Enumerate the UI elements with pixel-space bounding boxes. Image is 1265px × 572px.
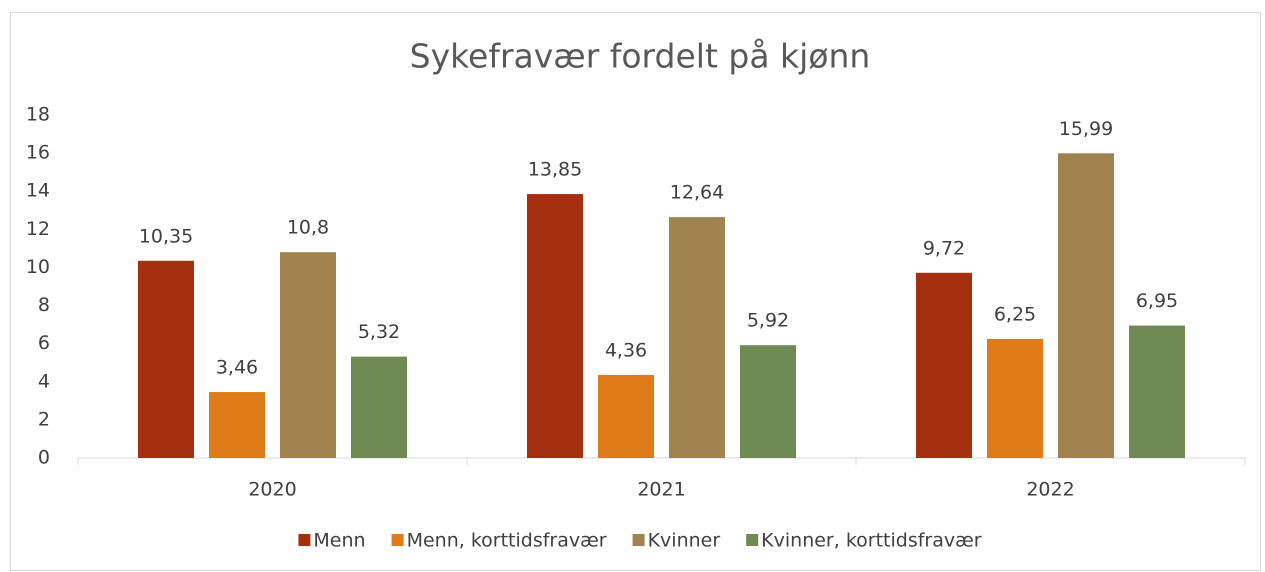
y-tick-label: 2 (38, 408, 50, 430)
bar (280, 252, 336, 458)
y-tick-label: 16 (26, 142, 50, 164)
y-tick-label: 14 (26, 180, 50, 202)
value-label: 15,99 (1059, 118, 1113, 140)
value-label: 9,72 (923, 237, 965, 259)
y-tick-label: 0 (38, 447, 50, 469)
value-label: 10,8 (287, 217, 329, 239)
legend-label: Kvinner, korttidsfravær (761, 530, 982, 552)
legend-swatch (298, 534, 311, 546)
value-label: 6,25 (994, 303, 1036, 325)
y-tick-label: 18 (26, 104, 50, 126)
bar (987, 338, 1043, 458)
x-tick-label: 2022 (1026, 479, 1074, 501)
bar (1129, 325, 1185, 458)
value-label: 12,64 (670, 182, 724, 204)
x-tick-label: 2021 (637, 479, 685, 501)
legend-swatch (746, 534, 759, 546)
bar (740, 345, 796, 458)
value-label: 5,92 (747, 310, 789, 332)
bar (916, 272, 972, 458)
legend-label: Menn (313, 530, 365, 552)
value-label: 6,95 (1136, 290, 1178, 312)
legend-swatch (391, 534, 404, 546)
chart-border (10, 12, 1261, 571)
bar (598, 374, 654, 458)
chart-title: Sykefravær fordelt på kjønn (410, 37, 871, 76)
y-tick-label: 12 (26, 218, 50, 240)
bar (527, 194, 583, 458)
y-tick-label: 6 (38, 332, 50, 354)
bar (351, 356, 407, 458)
value-label: 13,85 (528, 159, 582, 181)
value-label: 3,46 (216, 357, 258, 379)
value-label: 10,35 (139, 225, 193, 247)
y-tick-label: 4 (38, 370, 50, 392)
bar (209, 392, 265, 458)
x-tick-label: 2020 (248, 479, 296, 501)
bar (1058, 153, 1114, 458)
legend-label: Kvinner (648, 530, 721, 552)
legend-label: Menn, korttidsfravær (407, 530, 607, 552)
y-tick-label: 10 (26, 256, 50, 278)
bar (669, 217, 725, 458)
value-label: 5,32 (358, 321, 400, 343)
value-label: 4,36 (605, 339, 647, 361)
y-tick-label: 8 (38, 294, 50, 316)
bar (138, 260, 194, 458)
legend-swatch (632, 534, 645, 546)
